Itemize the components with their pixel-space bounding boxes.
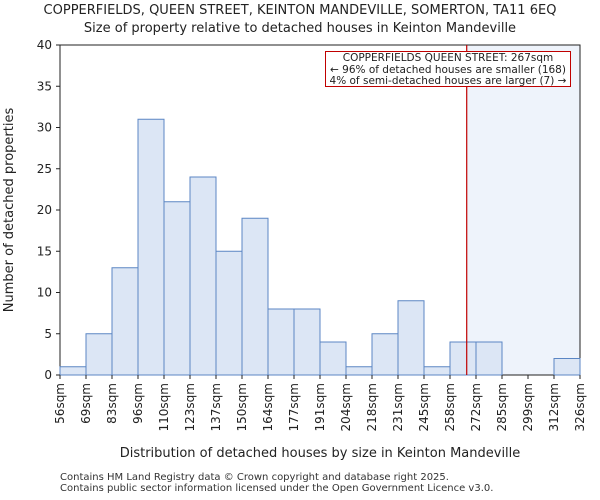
y-tick-label: 40	[37, 38, 52, 52]
x-axis-label: Distribution of detached houses by size …	[120, 446, 521, 461]
y-tick-label: 30	[37, 121, 52, 135]
bar-218sqm	[371, 333, 399, 376]
y-axis-label: Number of detached properties	[2, 108, 17, 313]
x-tick-label: 312sqm	[547, 383, 561, 431]
x-tick-label: 299sqm	[521, 383, 535, 431]
x-tick-label: 150sqm	[235, 383, 249, 431]
y-tick-label: 25	[37, 162, 52, 176]
x-tick-label: 218sqm	[365, 383, 379, 431]
x-tick-label: 56sqm	[53, 383, 67, 424]
chart-title: COPPERFIELDS, QUEEN STREET, KEINTON MAND…	[0, 2, 600, 38]
larger-region-shade	[466, 45, 580, 375]
x-tick-label: 137sqm	[209, 383, 223, 431]
x-tick-label: 204sqm	[339, 383, 353, 431]
x-tick-label: 191sqm	[313, 383, 327, 431]
y-tick-label: 35	[37, 79, 52, 93]
title-line-1: COPPERFIELDS, QUEEN STREET, KEINTON MAND…	[43, 3, 557, 18]
x-tick-label: 96sqm	[131, 383, 145, 424]
x-tick-label: 83sqm	[105, 383, 119, 424]
bar-96sqm	[137, 118, 165, 376]
bar-137sqm	[215, 250, 243, 376]
bar-164sqm	[267, 308, 295, 376]
bar-204sqm	[345, 366, 373, 376]
x-tick-label: 326sqm	[573, 383, 587, 431]
y-tick-label: 15	[37, 244, 52, 258]
property-annotation-box: COPPERFIELDS QUEEN STREET: 267sqm ← 96% …	[325, 51, 571, 87]
x-tick-label: 285sqm	[495, 383, 509, 431]
bar-245sqm	[423, 366, 451, 376]
bar-191sqm	[319, 341, 347, 376]
x-tick-label: 245sqm	[417, 383, 431, 431]
x-tick-label: 123sqm	[183, 383, 197, 431]
x-tick-label: 272sqm	[469, 383, 483, 431]
bar-312sqm	[553, 358, 581, 376]
y-tick-label: 0	[44, 368, 52, 382]
x-tick-label: 164sqm	[261, 383, 275, 431]
annotation-line-3: 4% of semi-detached houses are larger (7…	[329, 75, 567, 87]
title-line-2: Size of property relative to detached ho…	[83, 21, 517, 36]
x-tick-label: 69sqm	[79, 383, 93, 424]
footer-line-2: Contains public sector information licen…	[60, 482, 494, 494]
x-tick-label: 110sqm	[157, 383, 171, 431]
bar-110sqm	[163, 201, 191, 376]
footer-line-1: Contains HM Land Registry data © Crown c…	[60, 472, 449, 483]
y-tick-label: 5	[44, 327, 52, 341]
bar-69sqm	[85, 333, 113, 376]
x-tick-label: 258sqm	[443, 383, 457, 431]
bar-177sqm	[293, 308, 321, 376]
x-tick-label: 177sqm	[287, 383, 301, 431]
annotation-line-1: COPPERFIELDS QUEEN STREET: 267sqm	[342, 52, 554, 64]
bar-123sqm	[189, 176, 217, 376]
y-tick-label: 10	[37, 286, 52, 300]
y-tick-label: 20	[37, 203, 52, 217]
bar-231sqm	[397, 300, 425, 376]
bar-83sqm	[111, 267, 139, 376]
annotation-line-2: ← 96% of detached houses are smaller (16…	[330, 63, 566, 76]
bar-272sqm	[475, 341, 503, 376]
x-tick-label: 231sqm	[391, 383, 405, 431]
footer-attribution: Contains HM Land Registry data © Crown c…	[60, 472, 494, 494]
bar-56sqm	[59, 366, 87, 376]
bar-150sqm	[241, 217, 269, 376]
bar-258sqm	[449, 341, 477, 376]
